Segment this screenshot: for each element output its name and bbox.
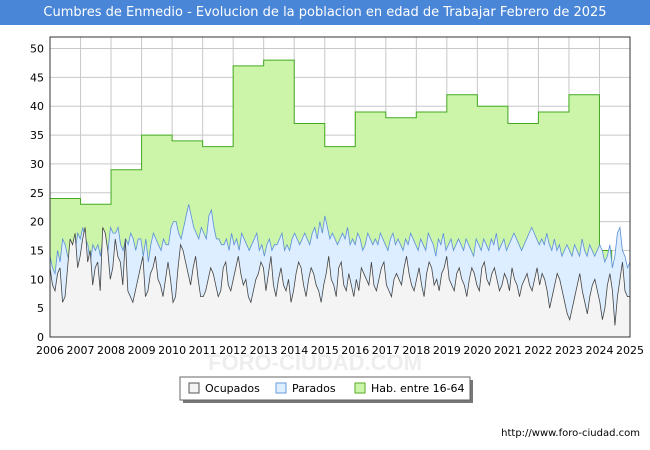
y-axis: 0 5 10 15 20 25 30 35 40 45 50	[30, 43, 44, 344]
x-tick-label: 2007	[67, 344, 95, 357]
legend-swatch-parados	[275, 382, 287, 394]
x-tick-label: 2008	[97, 344, 125, 357]
legend-swatch-ocupados	[188, 382, 200, 394]
legend: Ocupados Parados Hab. entre 16-64	[179, 376, 473, 403]
x-tick-label: 2016	[341, 344, 369, 357]
x-tick-label: 2009	[128, 344, 156, 357]
x-tick-label: 2025	[616, 344, 644, 357]
x-tick-label: 2022	[524, 344, 552, 357]
y-tick-label: 5	[37, 302, 44, 315]
watermark: FORO-CIUDAD.COM	[208, 350, 422, 375]
y-tick-label: 45	[30, 71, 44, 84]
x-tick-label: 2012	[219, 344, 247, 357]
x-tick-label: 2024	[585, 344, 613, 357]
x-axis: 2006 2007 2008 2009 2010 2011 2012 2013 2014 2015…	[36, 344, 644, 357]
chart-title: Cumbres de Enmedio - Evolucion de la pob…	[0, 0, 650, 25]
line-hab-16-64	[50, 59, 613, 337]
x-tick-label: 2014	[280, 344, 308, 357]
y-tick-label: 0	[37, 331, 44, 344]
line-ocupados	[49, 227, 630, 326]
legend-label-ocupados: Ocupados	[205, 382, 260, 395]
line-parados	[49, 204, 631, 276]
y-tick-label: 15	[30, 244, 44, 257]
x-tick-label: 2017	[372, 344, 400, 357]
x-tick-label: 2020	[463, 344, 491, 357]
legend-label-parados: Parados	[292, 382, 336, 395]
y-tick-label: 25	[30, 187, 44, 200]
x-tick-label: 2010	[158, 344, 186, 357]
x-tick-label: 2013	[250, 344, 278, 357]
x-tick-label: 2011	[189, 344, 217, 357]
area-ocupados	[50, 227, 630, 337]
legend-label-hab: Hab. entre 16-64	[371, 382, 465, 395]
y-tick-label: 50	[30, 43, 44, 56]
y-tick-label: 30	[30, 158, 44, 171]
x-tick-label: 2023	[555, 344, 583, 357]
y-tick-label: 10	[30, 273, 44, 286]
x-tick-label: 2015	[311, 344, 339, 357]
x-tick-label: 2019	[433, 344, 461, 357]
source-url: http://www.foro-ciudad.com	[501, 428, 640, 439]
plot-border	[49, 36, 631, 338]
data-areas	[49, 59, 631, 337]
x-tick-label: 2006	[36, 344, 64, 357]
x-tick-label: 2021	[494, 344, 522, 357]
legend-swatch-hab	[354, 382, 366, 394]
x-tick-label: 2018	[402, 344, 430, 357]
legend-box	[179, 376, 471, 401]
y-tick-label: 40	[30, 100, 44, 113]
y-tick-label: 20	[30, 216, 44, 229]
y-tick-label: 35	[30, 129, 44, 142]
